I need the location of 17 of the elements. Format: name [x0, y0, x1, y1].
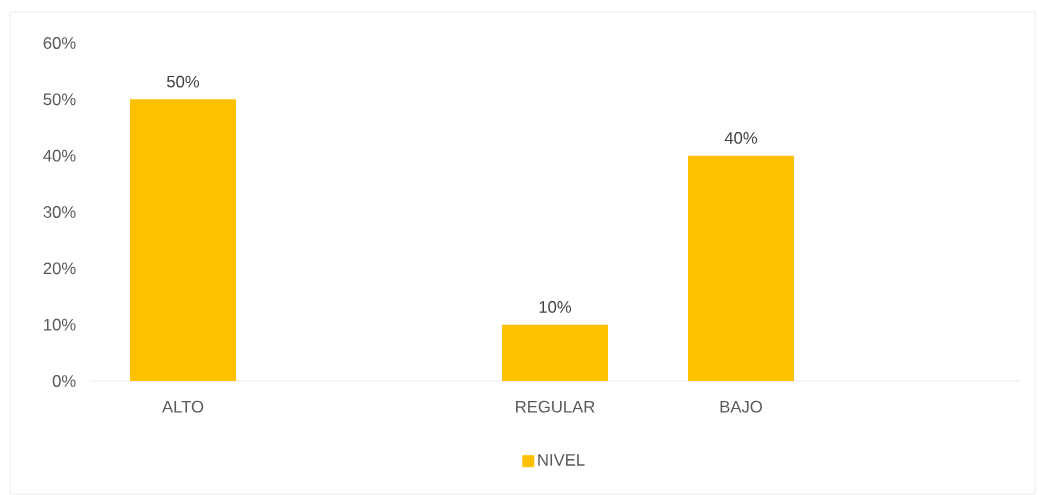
- y-tick-label: 60%: [43, 37, 76, 49]
- x-tick-label: REGULAR: [516, 400, 595, 413]
- data-label: 50%: [167, 75, 200, 88]
- y-tick-label: 0%: [52, 375, 76, 387]
- legend-label: NIVEL: [538, 454, 585, 466]
- data-label: 10%: [539, 301, 572, 313]
- bar: [688, 155, 794, 381]
- y-tick-label: 20%: [43, 262, 76, 275]
- y-tick-label: 10%: [44, 318, 76, 331]
- y-tick-label: 40%: [43, 149, 76, 162]
- y-tick-label: 50%: [43, 93, 76, 106]
- data-label: 40%: [724, 132, 758, 144]
- x-tick-label: ALTO: [162, 400, 204, 413]
- bar: [502, 324, 608, 381]
- bar: [130, 99, 237, 381]
- x-tick-label: BAJO: [720, 400, 762, 413]
- y-tick-label: 30%: [43, 206, 76, 218]
